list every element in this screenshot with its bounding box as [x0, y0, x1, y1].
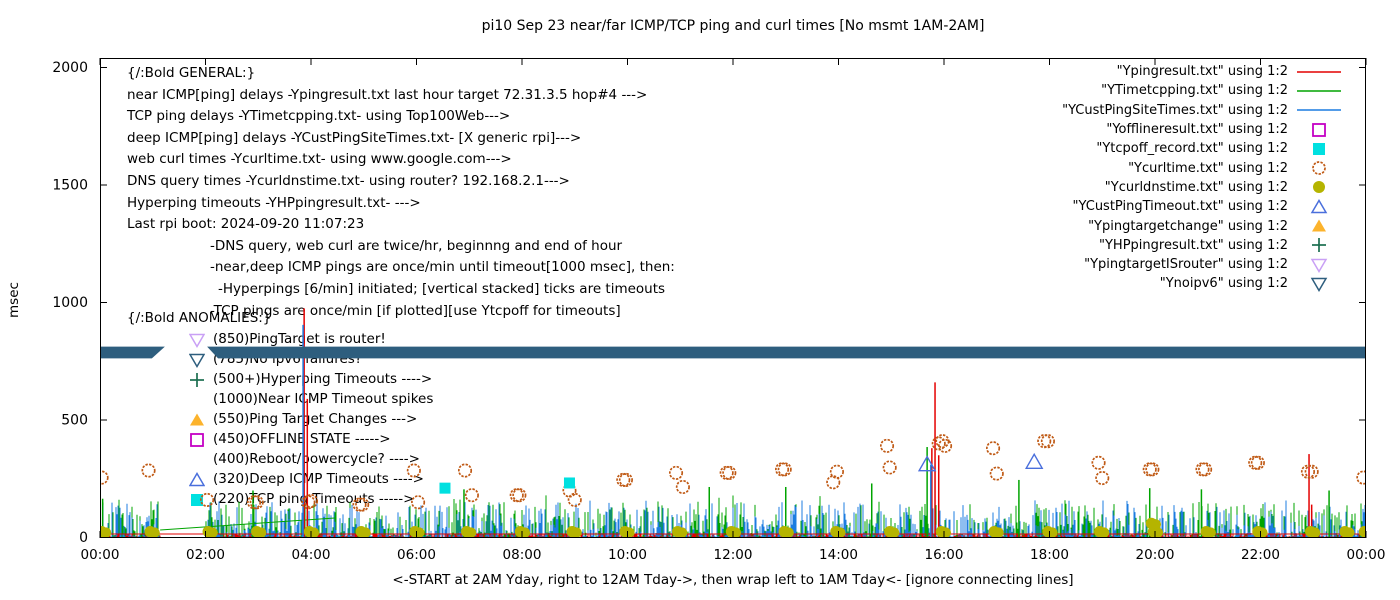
- general-line: -DNS query, web curl are twice/hr, begin…: [210, 237, 623, 254]
- x-tick-label: 08:00: [503, 547, 542, 563]
- anomaly-label: (500+)Hyperping Timeouts ---->: [213, 371, 433, 387]
- x-tick-label: 12:00: [714, 547, 753, 563]
- x-tick-label: 20:00: [1136, 547, 1175, 563]
- legend-label: "Ytcpoff_record.txt" using 1:2: [1096, 141, 1288, 157]
- legend-label: "Ypingresult.txt" using 1:2: [1116, 64, 1288, 80]
- legend-label: "Ynoipv6" using 1:2: [1159, 276, 1288, 292]
- legend-item: "Ypingresult.txt" using 1:2: [1062, 62, 1342, 81]
- legend-label: "YCustPingSiteTimes.txt" using 1:2: [1062, 102, 1288, 118]
- anomaly-label: (220)TCP ping Timeouts ----->: [213, 491, 415, 507]
- x-axis-label: <-START at 2AM Yday, right to 12AM Tday-…: [392, 572, 1074, 588]
- legend-item: "YpingtargetISrouter" using 1:2: [1062, 255, 1342, 274]
- legend-item: "Ycurltime.txt" using 1:2: [1062, 158, 1342, 177]
- open-square-icon: [1296, 122, 1342, 138]
- open-triangle-up-icon: [1296, 198, 1342, 215]
- legend-label: "Ycurltime.txt" using 1:2: [1128, 160, 1288, 176]
- open-square-icon: [189, 432, 205, 448]
- legend-label: "YCustPingTimeout.txt" using 1:2: [1072, 199, 1288, 215]
- x-tick-label: 00:00: [1347, 547, 1386, 563]
- general-line: Last rpi boot: 2024-09-20 11:07:23: [127, 216, 365, 233]
- open-triangle-up-icon: [188, 472, 206, 488]
- plus-icon: [189, 372, 205, 388]
- anomaly-label: (850)PingTarget is router!: [213, 331, 386, 347]
- y-tick-label: 2000: [52, 60, 88, 76]
- square-icon: [189, 492, 205, 508]
- square-icon: [1296, 141, 1342, 157]
- general-line: -Hyperpings [6/min] initiated; [vertical…: [218, 281, 666, 297]
- y-tick-label: 500: [61, 413, 88, 429]
- line-icon: [1296, 102, 1342, 118]
- legend-item: "Yofflineresult.txt" using 1:2: [1062, 120, 1342, 139]
- general-line: TCP ping delays -YTimetcpping.txt- using…: [127, 108, 511, 125]
- plus-icon: [1296, 237, 1342, 253]
- triangle-up-icon: [189, 412, 205, 428]
- x-tick-label: 16:00: [925, 547, 964, 563]
- anomaly-label: (400)Reboot/powercycle? ---->: [213, 451, 420, 467]
- legend: "Ypingresult.txt" using 1:2 "YTimetcpping…: [1062, 62, 1342, 294]
- general-line: -near,deep ICMP pings are once/min until…: [210, 259, 675, 276]
- general-line: -TCP pings are once/min [if plotted][use…: [210, 302, 621, 319]
- open-circle-icon: [1296, 160, 1342, 176]
- anomalies-header: {/:Bold ANOMALIES:}: [127, 310, 272, 326]
- legend-label: "Ycurldnstime.txt" using 1:2: [1104, 179, 1288, 195]
- triangle-up-icon: [1296, 218, 1342, 234]
- legend-item: "Ypingtargetchange" using 1:2: [1062, 216, 1342, 235]
- anomaly-label: (450)OFFLINE STATE ----->: [213, 431, 391, 447]
- legend-item: "Ycurldnstime.txt" using 1:2: [1062, 178, 1342, 197]
- x-tick-label: 14:00: [819, 547, 858, 563]
- x-tick-label: 02:00: [186, 547, 225, 563]
- dot-icon: [1296, 179, 1342, 195]
- anomaly-label: (320)Deep ICMP Timeouts ---->: [213, 471, 424, 487]
- legend-item: "YCustPingSiteTimes.txt" using 1:2: [1062, 101, 1342, 120]
- legend-item: "Ynoipv6" using 1:2: [1062, 274, 1342, 293]
- general-line: near ICMP[ping] delays -Ypingresult.txt …: [127, 86, 648, 103]
- legend-item: "Ytcpoff_record.txt" using 1:2: [1062, 139, 1342, 158]
- general-line: Hyperping timeouts -YHPpingresult.txt- -…: [127, 194, 421, 211]
- legend-label: "YHPpingresult.txt" using 1:2: [1099, 237, 1288, 253]
- chart-title: pi10 Sep 23 near/far ICMP/TCP ping and c…: [481, 18, 985, 34]
- y-tick-label: 0: [79, 530, 88, 546]
- x-tick-label: 04:00: [292, 547, 331, 563]
- x-tick-label: 00:00: [81, 547, 120, 563]
- legend-label: "Yofflineresult.txt" using 1:2: [1106, 122, 1288, 138]
- legend-item: "YCustPingTimeout.txt" using 1:2: [1062, 197, 1342, 216]
- line-icon: [1296, 64, 1342, 80]
- legend-label: "YTimetcpping.txt" using 1:2: [1101, 83, 1288, 99]
- open-triangle-down-icon: [188, 352, 206, 368]
- x-tick-label: 06:00: [397, 547, 436, 563]
- legend-label: "Ypingtargetchange" using 1:2: [1088, 218, 1288, 234]
- x-tick-label: 10:00: [608, 547, 647, 563]
- open-triangle-down-icon: [188, 332, 206, 348]
- general-line: DNS query times -Ycurldnstime.txt- using…: [127, 173, 570, 189]
- y-tick-label: 1000: [52, 295, 88, 311]
- x-tick-label: 18:00: [1030, 547, 1069, 563]
- open-triangle-down-icon: [1296, 276, 1342, 292]
- open-triangle-down-icon: [1296, 257, 1342, 273]
- legend-item: "YTimetcpping.txt" using 1:2: [1062, 81, 1342, 100]
- general-line: web curl times -Ycurltime.txt- using www…: [127, 151, 512, 168]
- y-tick-label: 1500: [52, 178, 88, 194]
- general-line: deep ICMP[ping] delays -YCustPingSiteTim…: [127, 129, 582, 146]
- y-axis-label: msec: [6, 282, 22, 318]
- line-icon: [1296, 83, 1342, 99]
- x-tick-label: 22:00: [1241, 547, 1280, 563]
- general-header: {/:Bold GENERAL:}: [127, 65, 256, 81]
- legend-label: "YpingtargetISrouter" using 1:2: [1084, 257, 1288, 273]
- legend-item: "YHPpingresult.txt" using 1:2: [1062, 236, 1342, 255]
